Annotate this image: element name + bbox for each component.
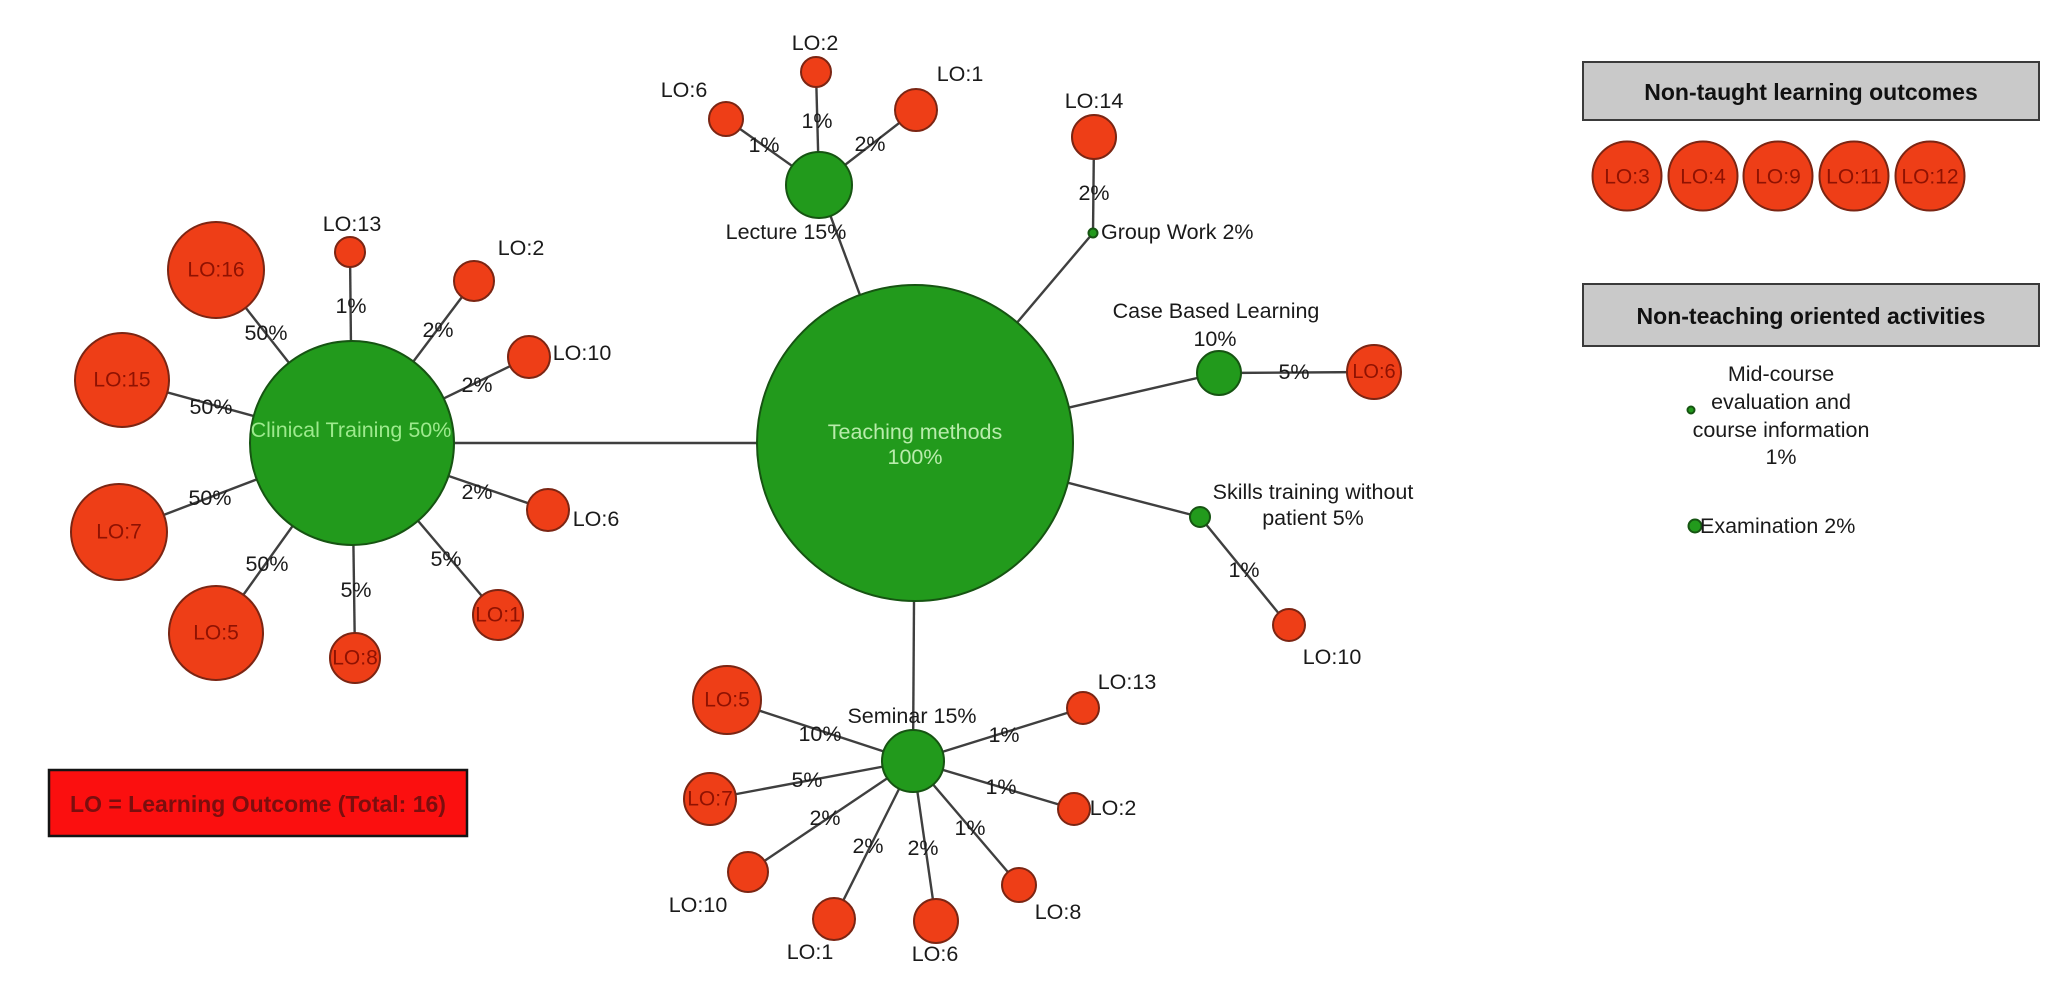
svg-text:LO:8: LO:8 — [332, 647, 378, 670]
svg-text:LO:6: LO:6 — [1352, 361, 1395, 383]
svg-text:2%: 2% — [852, 834, 883, 858]
svg-text:course information: course information — [1693, 418, 1870, 442]
svg-text:Clinical Training 50%: Clinical Training 50% — [251, 418, 452, 442]
svg-text:10%: 10% — [798, 722, 841, 746]
svg-text:10%: 10% — [1193, 327, 1236, 351]
svg-text:2%: 2% — [907, 836, 938, 860]
svg-text:LO:5: LO:5 — [193, 622, 239, 645]
svg-text:LO:12: LO:12 — [1901, 166, 1958, 189]
svg-text:LO:8: LO:8 — [1035, 900, 1082, 924]
svg-text:Seminar 15%: Seminar 15% — [847, 704, 976, 728]
svg-text:100%: 100% — [888, 445, 943, 469]
svg-text:1%: 1% — [954, 816, 985, 840]
svg-text:LO:6: LO:6 — [573, 507, 620, 531]
svg-text:50%: 50% — [244, 321, 287, 345]
svg-text:evaluation and: evaluation and — [1711, 390, 1851, 414]
svg-text:LO:6: LO:6 — [661, 78, 708, 102]
svg-text:LO:7: LO:7 — [687, 788, 733, 811]
svg-text:LO:2: LO:2 — [498, 236, 545, 260]
svg-text:LO:1: LO:1 — [937, 62, 984, 86]
svg-text:LO:10: LO:10 — [1303, 645, 1362, 669]
svg-text:2%: 2% — [461, 480, 492, 504]
svg-text:LO:4: LO:4 — [1680, 166, 1726, 189]
svg-text:LO:3: LO:3 — [1604, 166, 1650, 189]
svg-text:50%: 50% — [189, 395, 232, 419]
svg-text:2%: 2% — [1078, 181, 1109, 205]
svg-text:LO:9: LO:9 — [1755, 166, 1801, 189]
svg-text:Non-taught learning outcomes: Non-taught learning outcomes — [1644, 79, 1978, 105]
svg-text:LO:16: LO:16 — [187, 259, 244, 282]
svg-text:5%: 5% — [1278, 360, 1309, 384]
svg-text:1%: 1% — [1765, 445, 1796, 469]
svg-text:1%: 1% — [748, 133, 779, 157]
svg-text:Mid-course: Mid-course — [1728, 362, 1834, 386]
svg-text:LO:11: LO:11 — [1826, 166, 1882, 189]
svg-text:LO:14: LO:14 — [1065, 89, 1124, 113]
svg-text:2%: 2% — [809, 806, 840, 830]
svg-text:LO = Learning Outcome (Total:: LO = Learning Outcome (Total: 16) — [70, 791, 446, 817]
svg-text:2%: 2% — [461, 373, 492, 397]
svg-text:1%: 1% — [988, 723, 1019, 747]
svg-text:Non-teaching oriented activiti: Non-teaching oriented activities — [1637, 303, 1986, 329]
svg-text:Teaching methods: Teaching methods — [828, 420, 1003, 444]
svg-text:Group Work 2%: Group Work 2% — [1101, 220, 1254, 244]
svg-text:1%: 1% — [1228, 558, 1259, 582]
svg-text:5%: 5% — [430, 547, 461, 571]
svg-text:5%: 5% — [340, 578, 371, 602]
svg-text:Case Based Learning: Case Based Learning — [1113, 299, 1320, 323]
svg-text:LO:10: LO:10 — [553, 341, 612, 365]
svg-text:LO:10: LO:10 — [669, 893, 728, 917]
svg-text:LO:2: LO:2 — [792, 31, 839, 55]
svg-text:50%: 50% — [245, 552, 288, 576]
svg-text:LO:15: LO:15 — [93, 369, 150, 392]
svg-text:5%: 5% — [791, 768, 822, 792]
svg-text:1%: 1% — [985, 775, 1016, 799]
svg-text:patient 5%: patient 5% — [1262, 506, 1364, 530]
svg-text:Examination 2%: Examination 2% — [1700, 514, 1855, 538]
svg-text:LO:7: LO:7 — [96, 521, 142, 544]
svg-text:LO:1: LO:1 — [787, 940, 834, 964]
svg-text:LO:6: LO:6 — [912, 942, 959, 966]
svg-text:LO:13: LO:13 — [1098, 670, 1157, 694]
svg-text:LO:2: LO:2 — [1090, 796, 1137, 820]
svg-text:Lecture 15%: Lecture 15% — [726, 220, 847, 244]
svg-text:1%: 1% — [335, 294, 366, 318]
svg-text:2%: 2% — [854, 132, 885, 156]
svg-text:LO:5: LO:5 — [704, 689, 750, 712]
svg-text:1%: 1% — [801, 109, 832, 133]
svg-text:2%: 2% — [422, 318, 453, 342]
svg-text:Skills training without: Skills training without — [1213, 480, 1414, 504]
svg-text:LO:13: LO:13 — [323, 212, 382, 236]
svg-text:50%: 50% — [188, 486, 231, 510]
svg-text:LO:1: LO:1 — [475, 604, 521, 627]
